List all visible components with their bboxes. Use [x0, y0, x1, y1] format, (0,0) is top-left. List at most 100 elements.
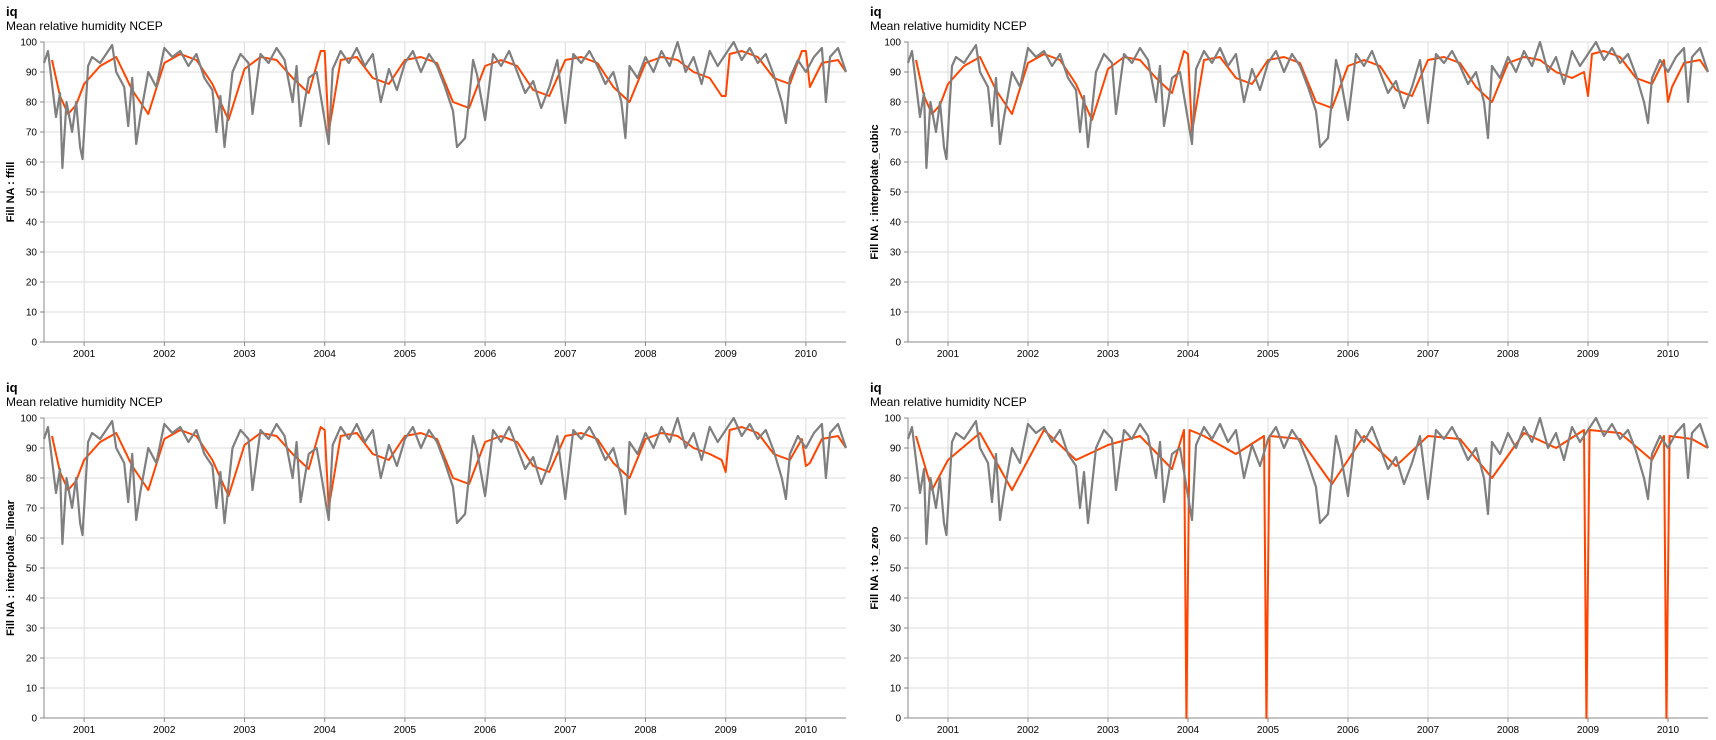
y-tick-label: 70 — [26, 504, 38, 515]
x-tick-label: 2004 — [314, 725, 337, 736]
chart-subtitle: Mean relative humidity NCEP — [870, 19, 1027, 33]
y-tick-label: 30 — [26, 248, 38, 259]
x-tick-label: 2007 — [1417, 349, 1440, 360]
x-tick-label: 2002 — [153, 725, 176, 736]
x-tick-label: 2005 — [394, 349, 417, 360]
chart-subtitle: Mean relative humidity NCEP — [6, 395, 163, 409]
series-line-1 — [915, 429, 1709, 719]
x-tick-label: 2010 — [795, 725, 818, 736]
y-axis-title: Fill NA : interpolate_linear — [5, 499, 17, 636]
x-tick-label: 2001 — [937, 725, 960, 736]
y-tick-label: 100 — [20, 38, 37, 49]
y-tick-label: 100 — [884, 414, 901, 425]
x-tick-label: 2010 — [795, 349, 818, 360]
x-tick-label: 2003 — [233, 725, 256, 736]
y-tick-label: 70 — [890, 504, 902, 515]
chart-title: iq — [870, 4, 882, 19]
x-tick-label: 2010 — [1657, 725, 1680, 736]
x-tick-label: 2004 — [1177, 725, 1200, 736]
y-tick-label: 30 — [890, 624, 902, 635]
y-tick-label: 20 — [890, 278, 902, 289]
series-line-2 — [906, 416, 1710, 546]
y-tick-label: 80 — [26, 98, 38, 109]
y-tick-label: 0 — [895, 338, 901, 349]
chart-title: iq — [6, 380, 18, 395]
y-tick-label: 40 — [26, 218, 38, 229]
y-tick-label: 80 — [890, 474, 902, 485]
y-tick-label: 20 — [26, 654, 38, 665]
x-tick-label: 2002 — [1017, 349, 1040, 360]
x-tick-label: 2009 — [715, 349, 738, 360]
y-tick-label: 80 — [26, 474, 38, 485]
series-line-2 — [42, 416, 848, 546]
x-tick-label: 2003 — [1097, 349, 1120, 360]
y-tick-label: 0 — [31, 338, 37, 349]
x-tick-label: 2001 — [73, 349, 96, 360]
x-tick-label: 2002 — [1017, 725, 1040, 736]
chart-title: iq — [870, 380, 882, 395]
y-tick-label: 90 — [26, 68, 38, 79]
series-line-2 — [42, 40, 848, 170]
x-tick-label: 2006 — [474, 725, 497, 736]
y-axis-title: Fill NA : to_zero — [869, 526, 881, 610]
y-tick-label: 0 — [895, 714, 901, 725]
y-tick-label: 90 — [26, 444, 38, 455]
x-tick-label: 2006 — [474, 349, 497, 360]
y-tick-label: 50 — [26, 188, 38, 199]
x-tick-label: 2005 — [1257, 725, 1280, 736]
y-tick-label: 10 — [26, 684, 38, 695]
x-tick-label: 2004 — [1177, 349, 1200, 360]
y-tick-label: 40 — [890, 218, 902, 229]
y-tick-label: 60 — [26, 158, 38, 169]
x-tick-label: 2007 — [554, 349, 577, 360]
x-tick-label: 2001 — [937, 349, 960, 360]
x-tick-label: 2005 — [394, 725, 417, 736]
x-tick-label: 2009 — [1577, 349, 1600, 360]
x-tick-label: 2010 — [1657, 349, 1680, 360]
y-tick-label: 70 — [26, 128, 38, 139]
y-tick-label: 90 — [890, 444, 902, 455]
y-tick-label: 30 — [26, 624, 38, 635]
y-tick-label: 100 — [20, 414, 37, 425]
y-tick-label: 50 — [26, 564, 38, 575]
x-tick-label: 2003 — [233, 349, 256, 360]
y-tick-label: 50 — [890, 188, 902, 199]
x-tick-label: 2009 — [1577, 725, 1600, 736]
y-axis-title: Fill NA : interpolate_cubic — [869, 124, 881, 259]
y-tick-label: 90 — [890, 68, 902, 79]
x-tick-label: 2009 — [715, 725, 738, 736]
x-tick-label: 2006 — [1337, 349, 1360, 360]
y-tick-label: 100 — [884, 38, 901, 49]
y-tick-label: 10 — [890, 684, 902, 695]
x-tick-label: 2006 — [1337, 725, 1360, 736]
y-tick-label: 10 — [890, 308, 902, 319]
x-tick-label: 2002 — [153, 349, 176, 360]
x-tick-label: 2005 — [1257, 349, 1280, 360]
series-line-1 — [51, 50, 847, 133]
y-tick-label: 60 — [890, 534, 902, 545]
y-tick-label: 50 — [890, 564, 902, 575]
x-tick-label: 2004 — [314, 349, 337, 360]
x-tick-label: 2008 — [1497, 725, 1520, 736]
x-tick-label: 2008 — [634, 349, 657, 360]
y-tick-label: 60 — [890, 158, 902, 169]
chart-subtitle: Mean relative humidity NCEP — [6, 19, 163, 33]
series-line-1 — [51, 426, 847, 509]
x-tick-label: 2003 — [1097, 725, 1120, 736]
x-tick-label: 2001 — [73, 725, 96, 736]
y-tick-label: 80 — [890, 98, 902, 109]
y-tick-label: 20 — [890, 654, 902, 665]
y-tick-label: 60 — [26, 534, 38, 545]
y-tick-label: 0 — [31, 714, 37, 725]
y-tick-label: 40 — [26, 594, 38, 605]
x-tick-label: 2007 — [554, 725, 577, 736]
y-tick-label: 10 — [26, 308, 38, 319]
series-line-2 — [906, 40, 1710, 170]
y-tick-label: 30 — [890, 248, 902, 259]
x-tick-label: 2008 — [1497, 349, 1520, 360]
